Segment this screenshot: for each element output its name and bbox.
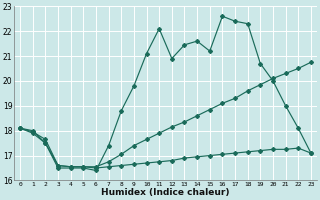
X-axis label: Humidex (Indice chaleur): Humidex (Indice chaleur): [101, 188, 230, 197]
